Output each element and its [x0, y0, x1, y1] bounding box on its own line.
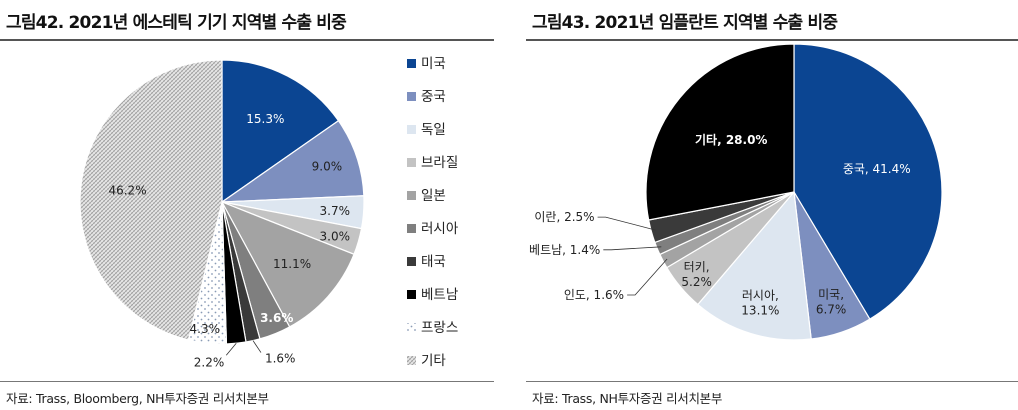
left-legend-swatch-3 [407, 125, 416, 134]
left-legend-swatch-8 [407, 290, 416, 299]
left-legend-label-8: 베트남 [421, 287, 458, 303]
left-slice-2 [219, 119, 365, 203]
left-chart-source: 자료: Trass, Bloomberg, NH투자증권 리서치본부 [6, 391, 269, 406]
right-leader-line-5 [627, 258, 668, 296]
left-data-label-3: 3.7% [320, 204, 351, 218]
right-data-label-4: 터키, 5.2% [681, 260, 712, 289]
right-title-rule [526, 39, 1018, 41]
left-slice-10 [79, 59, 223, 341]
left-slice-5 [220, 200, 355, 328]
left-legend-swatch-2 [407, 92, 416, 101]
left-legend-label-9: 프랑스 [421, 320, 458, 336]
left-legend-label-1: 미국 [421, 56, 446, 72]
left-pie-slices [79, 59, 365, 345]
right-chart-panel: 그림43. 2021년 임플란트 지역별 수출 비중 중국, 41.4% 미국, 6… [526, 0, 1018, 410]
right-data-label-2: 미국, 6.7% [816, 287, 847, 316]
left-data-label-4: 3.0% [320, 229, 351, 243]
left-legend-swatch-1 [407, 59, 416, 68]
left-pie-chart: 15.3% 9.0% 3.7% 3.0% 11.1% 3.6% 1.6% 2.2% 4.3% 46… [79, 56, 459, 369]
left-legend-swatch-10 [407, 356, 416, 365]
left-source-rule [0, 381, 494, 382]
right-pie-labels: 중국, 41.4% 미국, 6.7% 러시아, 13.1% 터키, 5.2% 인도, 1.6%… [529, 132, 911, 317]
left-data-label-7: 1.6% [265, 352, 296, 366]
right-source-rule [526, 381, 1018, 382]
right-data-label-1: 중국, 41.4% [843, 162, 911, 176]
left-legend-label-7: 태국 [421, 254, 446, 270]
left-legend-label-2: 중국 [421, 89, 446, 105]
left-legend-label-10: 기타 [421, 353, 446, 369]
left-legend-swatch-5 [407, 191, 416, 200]
left-data-label-10: 46.2% [108, 184, 146, 198]
right-chart-title: 그림43. 2021년 임플란트 지역별 수출 비중 [532, 13, 838, 33]
right-slice-1 [793, 43, 943, 320]
left-data-label-5: 11.1% [273, 257, 311, 271]
left-data-label-9: 4.3% [190, 322, 221, 336]
left-legend-label-5: 일본 [421, 188, 446, 204]
left-slice-1 [221, 59, 340, 204]
right-data-label-8: 기타, 28.0% [695, 132, 767, 147]
right-data-label-7: 이란, 2.5% [534, 210, 594, 224]
left-legend-label-4: 브라질 [421, 155, 458, 171]
right-chart-source: 자료: Trass, NH투자증권 리서치본부 [532, 391, 723, 406]
left-legend-swatch-4 [407, 158, 416, 167]
left-title-rule [0, 39, 494, 41]
left-data-label-8: 2.2% [194, 355, 225, 369]
right-slice-3 [696, 190, 812, 341]
left-leader-line-7 [252, 340, 262, 353]
right-leader-line-6 [603, 246, 662, 251]
left-legend-swatch-9 [407, 323, 416, 332]
right-leader-line-7 [597, 216, 656, 231]
left-data-label-6: 3.6% [260, 311, 293, 325]
right-pie-chart: 중국, 41.4% 미국, 6.7% 러시아, 13.1% 터키, 5.2% 인도, 1.6%… [529, 43, 943, 341]
left-legend-swatch-6 [407, 224, 416, 233]
right-data-label-6: 베트남, 1.4% [529, 243, 600, 257]
right-slice-8 [645, 43, 795, 221]
left-chart-panel: 그림42. 2021년 에스테틱 기기 지역별 수출 비중 15.3% 9.0% 3… [0, 0, 494, 410]
left-data-label-1: 15.3% [246, 112, 284, 126]
left-leader-line-8 [225, 343, 237, 356]
left-legend-label-3: 독일 [421, 122, 446, 138]
left-pie-labels: 15.3% 9.0% 3.7% 3.0% 11.1% 3.6% 1.6% 2.2% 4.3% 46… [108, 112, 350, 369]
right-pie-slices [645, 43, 943, 341]
left-legend-swatch-7 [407, 257, 416, 266]
right-data-label-3: 러시아, 13.1% [741, 288, 779, 317]
left-chart-title: 그림42. 2021년 에스테틱 기기 지역별 수출 비중 [6, 13, 347, 33]
left-data-label-2: 9.0% [312, 159, 343, 173]
right-data-label-5: 인도, 1.6% [564, 288, 624, 302]
left-legend-label-6: 러시아 [421, 221, 459, 237]
